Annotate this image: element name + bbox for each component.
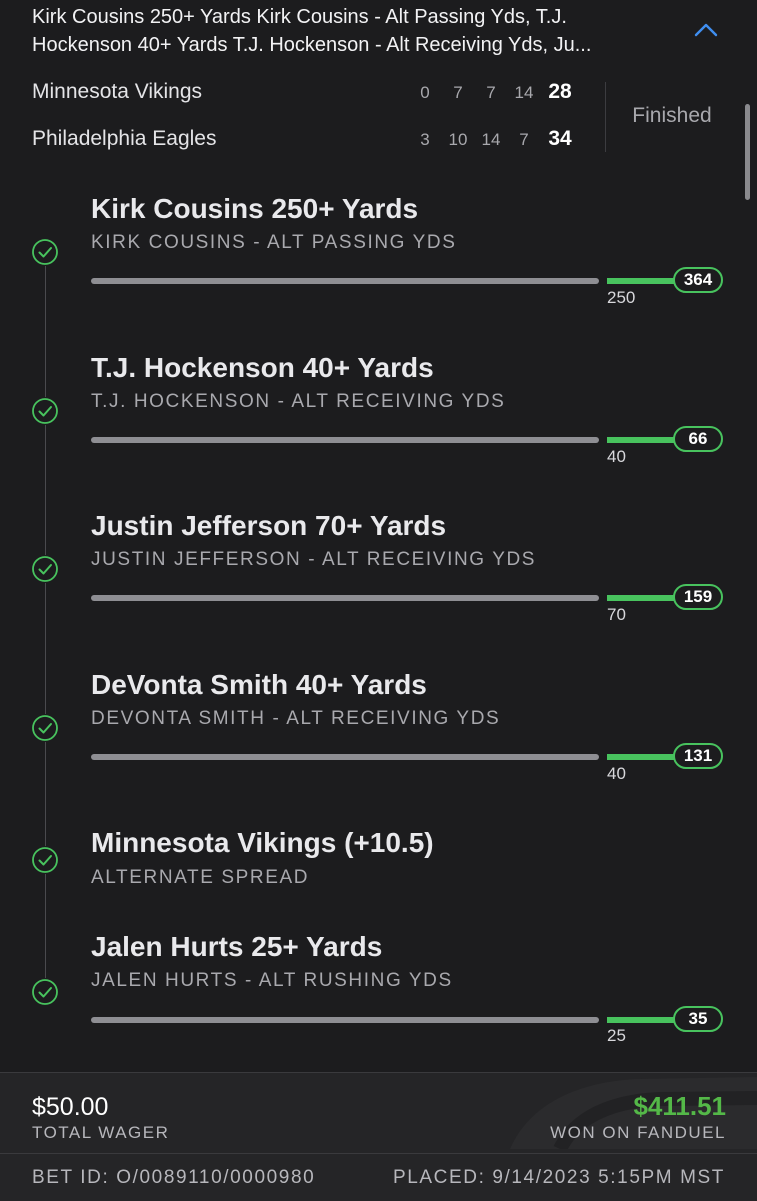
- threshold-label: 40: [607, 764, 626, 783]
- progress-track: [91, 595, 599, 601]
- threshold-label: 40: [607, 447, 626, 466]
- bet-leg[interactable]: Kirk Cousins 250+ Yards KIRK COUSINS - A…: [0, 190, 757, 320]
- team-row-away: Minnesota Vikings 0 7 7 14 28: [32, 72, 592, 112]
- check-circle-icon: [31, 555, 59, 583]
- check-circle-icon: [31, 846, 59, 874]
- leg-title: Kirk Cousins 250+ Yards: [91, 193, 419, 224]
- check-circle-icon: [31, 978, 59, 1006]
- bet-leg[interactable]: Minnesota Vikings (+10.5) ALTERNATE SPRE…: [0, 825, 757, 905]
- bet-header[interactable]: Kirk Cousins 250+ Yards Kirk Cousins - A…: [0, 0, 757, 66]
- progress-fill: [607, 595, 687, 601]
- quarter-score: 7: [486, 83, 496, 102]
- leg-title: T.J. Hockenson 40+ Yards: [91, 352, 434, 383]
- timeline-line: [45, 255, 46, 995]
- game-status: Finished: [632, 104, 712, 127]
- progress-track: [91, 437, 599, 443]
- leg-subtitle: KIRK COUSINS - ALT PASSING YDS: [91, 232, 457, 253]
- bet-id: BET ID: O/0089110/0000980: [32, 1167, 316, 1188]
- quarter-score: 7: [453, 83, 463, 102]
- leg-title: Justin Jefferson 70+ Yards: [91, 510, 447, 541]
- actual-value-pill: 364: [673, 267, 723, 293]
- progress-fill: [607, 754, 687, 760]
- bet-title: Kirk Cousins 250+ Yards Kirk Cousins - A…: [32, 6, 592, 56]
- leg-title: Jalen Hurts 25+ Yards: [91, 931, 383, 962]
- bet-leg[interactable]: T.J. Hockenson 40+ Yards T.J. HOCKENSON …: [0, 349, 757, 479]
- scoreboard: Minnesota Vikings 0 7 7 14 28 Philadelph…: [0, 72, 757, 160]
- progress-track: [91, 278, 599, 284]
- quarter-score: 0: [420, 83, 430, 102]
- actual-value-pill: 35: [673, 1006, 723, 1032]
- leg-subtitle: JUSTIN JEFFERSON - ALT RECEIVING YDS: [91, 549, 537, 570]
- actual-value-pill: 159: [673, 584, 723, 610]
- leg-subtitle: JALEN HURTS - ALT RUSHING YDS: [91, 970, 453, 991]
- footer-divider: [0, 1153, 757, 1154]
- progress-track: [91, 754, 599, 760]
- leg-subtitle: DEVONTA SMITH - ALT RECEIVING YDS: [91, 708, 501, 729]
- quarter-score: 14: [514, 83, 534, 102]
- won-label: WON ON FANDUEL: [550, 1123, 726, 1142]
- chevron-up-icon[interactable]: [692, 20, 720, 40]
- team-total-score: 34: [548, 127, 572, 150]
- bet-summary-footer: $50.00 TOTAL WAGER $411.51 WON ON FANDUE…: [0, 1072, 757, 1201]
- quarter-score: 10: [448, 130, 468, 149]
- quarter-score: 7: [519, 130, 529, 149]
- threshold-label: 25: [607, 1026, 626, 1045]
- leg-title: DeVonta Smith 40+ Yards: [91, 669, 427, 700]
- threshold-label: 250: [607, 288, 636, 307]
- total-wager-label: TOTAL WAGER: [32, 1123, 170, 1142]
- team-total-score: 28: [548, 80, 572, 103]
- check-circle-icon: [31, 397, 59, 425]
- progress-fill: [607, 278, 687, 284]
- team-name: Minnesota Vikings: [32, 80, 203, 103]
- check-circle-icon: [31, 714, 59, 742]
- team-name: Philadelphia Eagles: [32, 127, 217, 150]
- fanduel-shield-watermark-icon: [510, 1077, 757, 1149]
- quarter-score: 14: [481, 130, 501, 149]
- scrollbar[interactable]: [745, 104, 750, 200]
- threshold-label: 70: [607, 605, 626, 624]
- team-row-home: Philadelphia Eagles 3 10 14 7 34: [32, 119, 592, 159]
- check-circle-icon: [31, 238, 59, 266]
- placed-timestamp: PLACED: 9/14/2023 5:15PM MST: [392, 1167, 725, 1188]
- actual-value-pill: 131: [673, 743, 723, 769]
- won-amount: $411.51: [633, 1091, 726, 1121]
- actual-value-pill: 66: [673, 426, 723, 452]
- leg-subtitle: T.J. HOCKENSON - ALT RECEIVING YDS: [91, 391, 506, 412]
- leg-title: Minnesota Vikings (+10.5): [91, 827, 434, 858]
- bet-leg[interactable]: Justin Jefferson 70+ Yards JUSTIN JEFFER…: [0, 507, 757, 637]
- bet-leg[interactable]: DeVonta Smith 40+ Yards DEVONTA SMITH - …: [0, 666, 757, 796]
- progress-fill: [607, 1017, 687, 1023]
- total-wager-amount: $50.00: [32, 1093, 109, 1121]
- scoreboard-divider: [605, 82, 606, 152]
- quarter-score: 3: [420, 130, 430, 149]
- bet-leg[interactable]: Jalen Hurts 25+ Yards JALEN HURTS - ALT …: [0, 929, 757, 1059]
- progress-track: [91, 1017, 599, 1023]
- progress-fill: [607, 437, 687, 443]
- leg-subtitle: ALTERNATE SPREAD: [91, 867, 310, 888]
